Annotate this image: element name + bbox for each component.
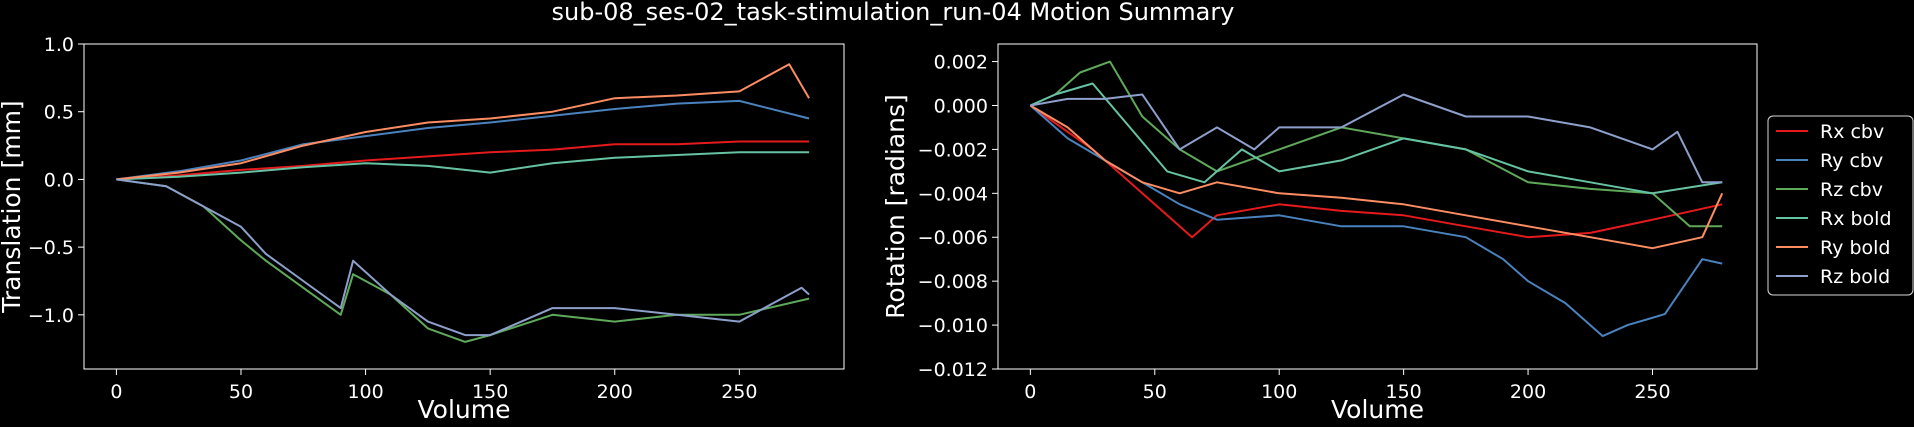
x-tick-label: 200 <box>597 381 633 403</box>
x-tick-label: 50 <box>229 381 253 403</box>
plots: 0 50 100 150 200 250 −1.0 −0.5 0.0 0.5 1.0 Volume Tr… <box>0 34 1758 424</box>
legend-label: Rx bold <box>1820 208 1892 230</box>
axes-frame <box>83 43 845 370</box>
x-tick-label: 0 <box>1024 381 1036 403</box>
y-tick-label: −1.0 <box>28 305 74 327</box>
series-line-rz-bold <box>1030 93 1723 184</box>
series-line-1 <box>116 140 810 181</box>
y-tick-label: 0.0 <box>44 169 74 191</box>
x-tick-label: 250 <box>721 381 757 403</box>
legend-label: Ry cbv <box>1820 150 1883 172</box>
y-tick-label: 0.000 <box>934 95 988 117</box>
x-tick-label: 0 <box>110 381 122 403</box>
y-axis-label: Translation [mm] <box>0 100 26 313</box>
y-tick-label: 0.5 <box>44 102 74 124</box>
x-tick-label: 100 <box>347 381 383 403</box>
y-tick-label: −0.006 <box>918 227 988 249</box>
legend-label: Rx cbv <box>1820 121 1884 143</box>
series-line-ry-cbv <box>1029 104 1723 338</box>
y-tick-label: −0.008 <box>918 271 988 293</box>
series-line-rx-cbv <box>1029 104 1723 239</box>
y-tick-label: 0.002 <box>934 52 988 74</box>
x-axis-label: Volume <box>1331 395 1424 423</box>
x-tick-label: 150 <box>1385 381 1421 403</box>
y-tick-label: −0.002 <box>918 139 988 161</box>
series-line-5 <box>116 63 810 181</box>
y-tick-label: −0.010 <box>918 315 988 337</box>
chart-1: 0 50 100 150 200 250 −1.0 −0.5 0.0 0.5 1.0 Volume Tr… <box>0 34 845 424</box>
series-line-4 <box>116 151 810 181</box>
x-axis-label: Volume <box>418 395 511 423</box>
y-axis-label: Rotation [radians] <box>881 94 910 319</box>
series-line-rz-cbv <box>1029 60 1723 228</box>
axes-frame <box>997 43 1758 370</box>
legend: Rx cbv Ry cbv Rz cbv Rx bold Ry bold Rz bold <box>1767 115 1914 296</box>
x-tick-label: 50 <box>1143 381 1167 403</box>
series-line-2 <box>116 99 810 181</box>
x-tick-label: 100 <box>1261 381 1297 403</box>
chart-2: 0 50 100 150 200 250 −0.012 −0.010 −0.008 −0.006 −… <box>881 43 1758 424</box>
y-tick-label: 1.0 <box>44 34 74 56</box>
x-tick-label: 150 <box>472 381 508 403</box>
figure-title: sub-08_ses-02_task-stimulation_run-04 Mo… <box>552 0 1235 26</box>
x-tick-label: 250 <box>1634 381 1670 403</box>
series-line-6 <box>116 178 810 337</box>
y-tick-label: −0.012 <box>918 359 988 381</box>
y-tick-label: −0.5 <box>28 237 74 259</box>
x-tick-label: 200 <box>1510 381 1546 403</box>
legend-label: Ry bold <box>1820 237 1890 259</box>
legend-label: Rz cbv <box>1820 179 1883 201</box>
y-tick-label: −0.004 <box>918 183 988 205</box>
legend-label: Rz bold <box>1820 266 1890 288</box>
series-line-ry-bold <box>1029 104 1724 250</box>
